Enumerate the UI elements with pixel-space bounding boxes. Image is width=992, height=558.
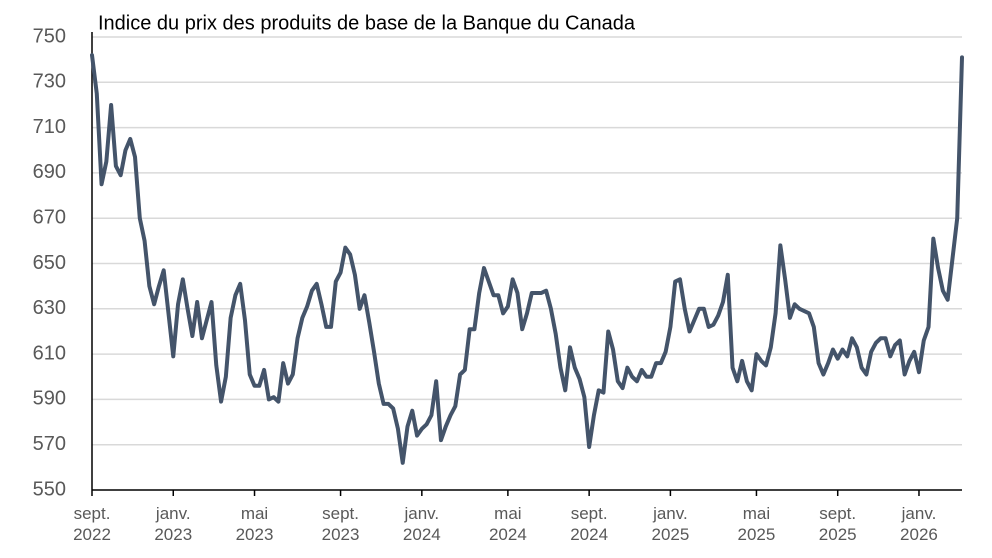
y-tick-label: 570 — [33, 433, 66, 455]
x-tick-label: mai 2024 — [488, 504, 527, 544]
y-tick-label: 750 — [33, 25, 66, 47]
x-tick-label: janv. 2024 — [402, 504, 441, 544]
y-tick-label: 650 — [33, 252, 66, 274]
y-tick-label: 730 — [33, 71, 66, 93]
chart-title: Indice du prix des produits de base de l… — [98, 12, 636, 34]
y-tick-label: 590 — [33, 388, 66, 410]
x-tick-label: sept. 2022 — [73, 504, 111, 544]
x-tick-label: sept. 2025 — [818, 504, 857, 544]
x-tick-label: janv. 2025 — [651, 504, 690, 544]
y-tick-label: 610 — [33, 342, 66, 364]
line-series — [90, 53, 964, 465]
y-tick-label: 690 — [33, 161, 66, 183]
y-tick-label: 670 — [33, 206, 66, 228]
y-tick-label: 710 — [33, 116, 66, 138]
x-tick-label: mai 2023 — [235, 504, 274, 544]
x-tick-label: janv. 2023 — [154, 504, 193, 544]
x-tick-label: sept. 2023 — [321, 504, 360, 544]
x-tick-label: janv. 2026 — [900, 504, 938, 544]
x-tick-label: mai 2025 — [737, 504, 776, 544]
y-tick-label: 550 — [33, 478, 66, 500]
y-tick-label: 630 — [33, 297, 66, 319]
x-tick-label: sept. 2024 — [570, 504, 609, 544]
